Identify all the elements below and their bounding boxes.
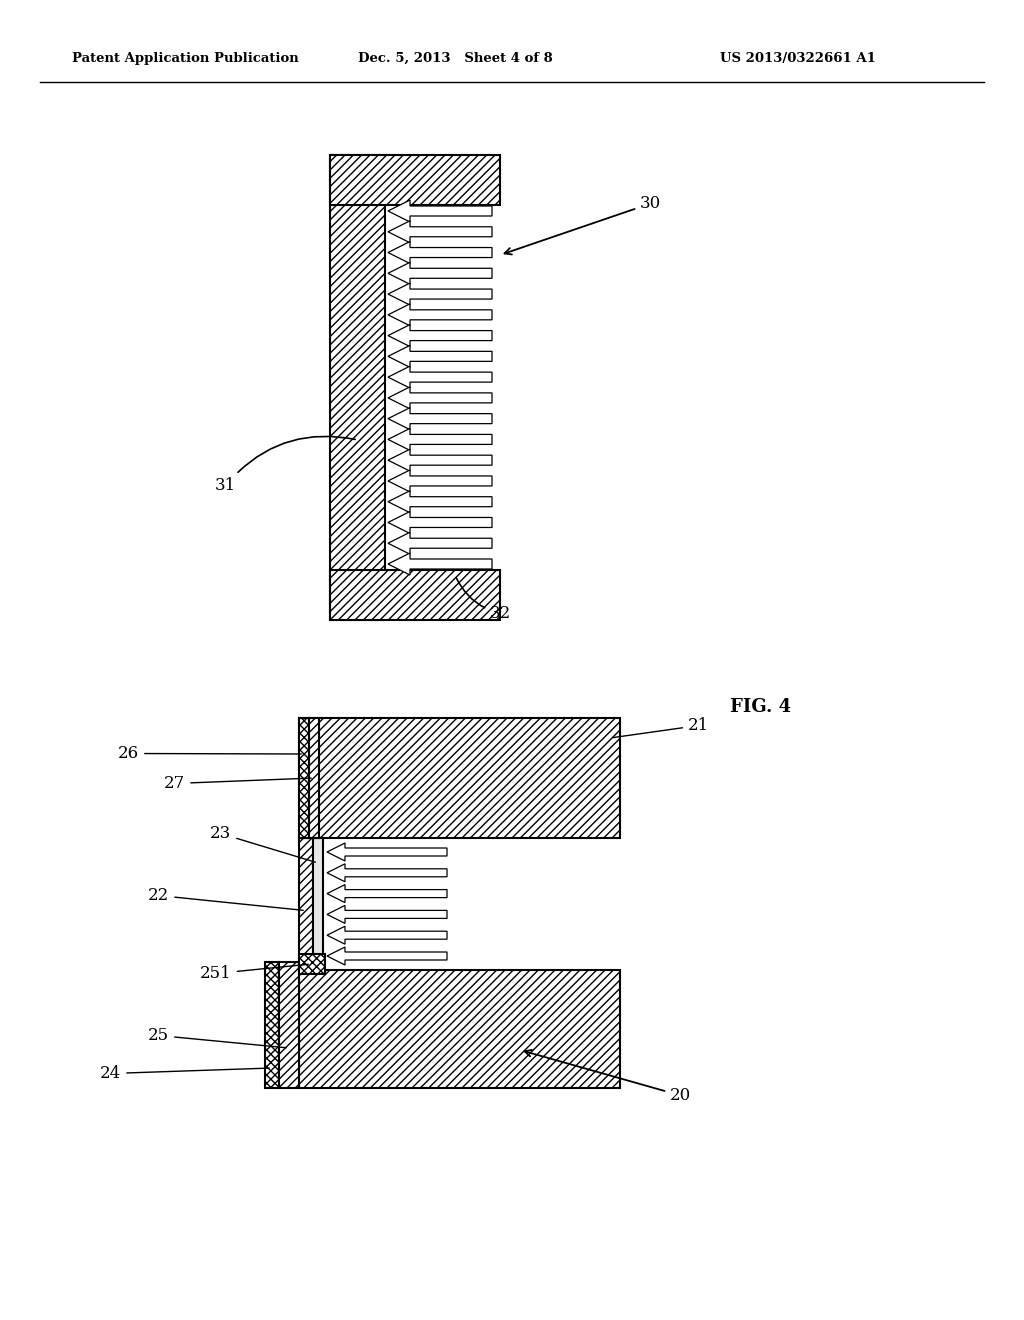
Text: 32: 32 (456, 578, 511, 622)
Text: 21: 21 (612, 717, 710, 738)
Polygon shape (388, 325, 492, 347)
Bar (313, 838, 323, 970)
Polygon shape (388, 263, 492, 284)
Text: 25: 25 (148, 1027, 287, 1048)
Text: Patent Application Publication: Patent Application Publication (72, 51, 299, 65)
Polygon shape (388, 429, 492, 450)
Text: 23: 23 (210, 825, 315, 862)
Polygon shape (327, 906, 447, 924)
Bar (279, 962, 299, 1088)
Polygon shape (388, 220, 492, 243)
Polygon shape (388, 366, 492, 388)
Text: US 2013/0322661 A1: US 2013/0322661 A1 (720, 51, 876, 65)
Polygon shape (327, 946, 447, 965)
Text: 22: 22 (148, 887, 303, 911)
Polygon shape (388, 491, 492, 512)
Bar (299, 718, 309, 838)
Text: 26: 26 (118, 744, 301, 762)
Polygon shape (388, 553, 492, 576)
Polygon shape (327, 863, 447, 882)
Bar (309, 718, 319, 838)
Text: 20: 20 (524, 1049, 691, 1104)
Bar (265, 962, 279, 1088)
Bar (299, 718, 620, 838)
Text: 31: 31 (215, 437, 355, 494)
Bar (299, 954, 325, 974)
Text: 27: 27 (164, 775, 311, 792)
Text: 251: 251 (200, 965, 308, 982)
Polygon shape (327, 927, 447, 944)
Polygon shape (388, 304, 492, 326)
Text: FIG. 4: FIG. 4 (730, 698, 792, 715)
Bar (299, 970, 620, 1088)
Polygon shape (388, 346, 492, 367)
Text: 30: 30 (505, 195, 662, 255)
Text: Dec. 5, 2013   Sheet 4 of 8: Dec. 5, 2013 Sheet 4 of 8 (358, 51, 553, 65)
Bar (299, 838, 313, 970)
Polygon shape (327, 884, 447, 903)
Bar (330, 570, 500, 620)
Polygon shape (388, 470, 492, 492)
Polygon shape (388, 201, 492, 222)
Polygon shape (388, 511, 492, 533)
Bar (330, 154, 500, 205)
Polygon shape (388, 408, 492, 429)
Polygon shape (388, 449, 492, 471)
Polygon shape (388, 532, 492, 554)
Polygon shape (388, 242, 492, 264)
Polygon shape (388, 387, 492, 409)
Polygon shape (388, 282, 492, 305)
Text: 24: 24 (100, 1065, 269, 1082)
Bar (330, 154, 385, 620)
Polygon shape (327, 843, 447, 861)
